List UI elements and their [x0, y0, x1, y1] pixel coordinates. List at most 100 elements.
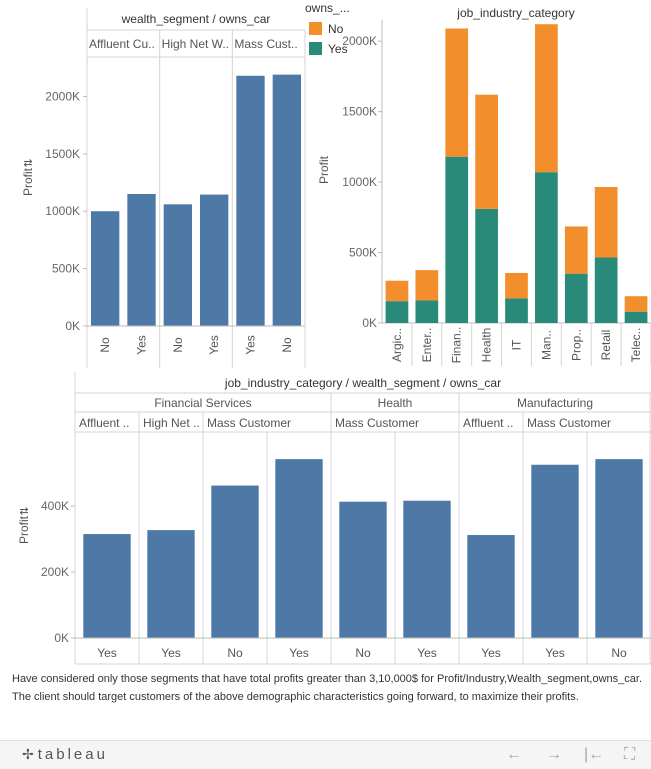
chart1-y-tick: 2000K — [45, 89, 80, 103]
chart3-segment-label: Affluent .. — [463, 416, 513, 430]
chart2-y-label: Profit — [317, 155, 331, 184]
chart1-bar[interactable] — [163, 204, 193, 326]
chart3-x-tick: Yes — [289, 646, 309, 660]
chart3-bar[interactable] — [595, 459, 643, 638]
chart2-bar-yes[interactable] — [505, 298, 528, 323]
chart2-bar-no[interactable] — [564, 226, 588, 274]
chart1-title: wealth_segment / owns_car — [121, 12, 271, 26]
chart2-y-tick: 1500K — [342, 105, 377, 119]
chart3-bar[interactable] — [147, 530, 195, 638]
chart1-y-tick: 1000K — [45, 204, 80, 218]
chart3-segment-label: Mass Customer — [335, 416, 419, 430]
chart3-segment-label: High Net .. — [143, 416, 200, 430]
tableau-logo-mark-icon: ✢ — [22, 746, 34, 762]
chart2-bar-no[interactable] — [535, 24, 558, 173]
chart2-y-tick: 1000K — [342, 175, 377, 189]
chart3-industry-label: Financial Services — [154, 396, 251, 410]
chart2-bar-yes[interactable] — [415, 300, 439, 323]
tableau-logo-text: tableau — [37, 746, 108, 763]
chart2-bar-yes[interactable] — [594, 257, 618, 323]
chart1-y-tick: 0K — [65, 319, 80, 333]
chart3-x-tick: No — [611, 646, 627, 660]
chart1-group-label: High Net W.. — [162, 37, 229, 51]
chart2-y-tick: 500K — [349, 246, 377, 260]
chart1-x-tick: No — [280, 337, 294, 353]
tableau-toolbar: ✢ tableau ← → |← ⛶ — [0, 740, 651, 769]
legend-swatch-yes[interactable] — [309, 42, 322, 55]
chart3-bar[interactable] — [275, 459, 323, 638]
chart2-bar-no[interactable] — [624, 296, 648, 312]
chart3-industry-label: Health — [378, 396, 413, 410]
chart2-bar-no[interactable] — [415, 270, 439, 301]
chart3-bar[interactable] — [339, 501, 387, 638]
chart1-bar[interactable] — [272, 74, 302, 326]
legend-swatch-no[interactable] — [309, 22, 322, 35]
chart3-bar[interactable] — [83, 534, 131, 638]
fullscreen-icon[interactable]: ⛶ — [624, 746, 636, 763]
chart2-x-tick: IT — [510, 339, 524, 350]
sort-icon: ⇅ — [19, 506, 31, 515]
chart2-bar-yes[interactable] — [535, 172, 558, 323]
chart2-x-tick: Prop.. — [569, 329, 583, 361]
chart3-x-tick: Yes — [97, 646, 117, 660]
chart3-bar[interactable] — [211, 485, 259, 638]
redo-icon[interactable]: → — [546, 746, 562, 763]
chart2-title: job_industry_category — [456, 6, 574, 20]
chart2-bar-yes[interactable] — [445, 156, 469, 323]
chart2-x-tick: Telec.. — [629, 328, 643, 363]
dashboard-note: Have considered only those segments that… — [12, 673, 643, 703]
chart3-y-label: Profit — [17, 515, 31, 544]
revert-icon[interactable]: |← — [584, 746, 605, 763]
dashboard-charts: wealth_segment / owns_car Affluent Cu.. No… — [17, 1, 651, 665]
chart1-x-tick: Yes — [135, 335, 149, 355]
chart3-x-tick: Yes — [545, 646, 565, 660]
chart3-segment-label: Affluent .. — [79, 416, 129, 430]
chart3-x-tick: Yes — [481, 646, 501, 660]
chart3-x-tick: Yes — [417, 646, 437, 660]
chart2-bar-yes[interactable] — [564, 273, 588, 323]
chart2-bar-yes[interactable] — [475, 208, 498, 323]
chart1-bar[interactable] — [127, 194, 156, 326]
chart1-bar[interactable] — [199, 194, 229, 326]
chart2-bar-no[interactable] — [594, 187, 618, 258]
undo-icon[interactable]: ← — [506, 746, 522, 763]
chart3-title: job_industry_category / wealth_segment /… — [224, 376, 501, 390]
chart3-bar[interactable] — [467, 535, 515, 638]
chart1-x-tick: No — [171, 337, 185, 353]
chart3-y-tick: 0K — [54, 631, 69, 645]
chart3-segment-label: Mass Customer — [207, 416, 291, 430]
chart1-bar[interactable] — [90, 211, 120, 326]
chart2-x-tick: Finan.. — [450, 327, 464, 364]
chart3-x-tick: No — [355, 646, 371, 660]
chart1-y-tick: 1500K — [45, 147, 80, 161]
tableau-logo[interactable]: ✢ tableau — [22, 746, 108, 763]
chart2-x-tick: Retail — [599, 330, 613, 361]
chart1-group-label: Affluent Cu.. — [89, 37, 155, 51]
chart1-x-tick: Yes — [244, 335, 258, 355]
chart3-x-tick: Yes — [161, 646, 181, 660]
chart1-y-label: Profit — [21, 167, 35, 196]
chart-wealth-segment: wealth_segment / owns_car Affluent Cu.. No… — [21, 8, 306, 368]
chart2-x-tick: Argic.. — [390, 328, 404, 362]
chart2-bar-yes[interactable] — [385, 301, 409, 323]
chart2-y-tick: 2000K — [342, 34, 377, 48]
chart2-bar-no[interactable] — [385, 280, 409, 302]
sort-icon: ⇅ — [23, 158, 35, 167]
legend-label: Yes — [328, 42, 348, 56]
chart3-y-tick: 200K — [41, 565, 69, 579]
chart2-bar-no[interactable] — [445, 28, 469, 157]
chart3-segment-label: Mass Customer — [527, 416, 611, 430]
chart2-x-tick: Enter.. — [420, 328, 434, 363]
chart3-industry-label: Manufacturing — [517, 396, 593, 410]
chart2-bar-no[interactable] — [505, 272, 528, 299]
chart3-x-tick: No — [227, 646, 243, 660]
chart2-bar-yes[interactable] — [624, 311, 648, 323]
chart1-y-tick: 500K — [52, 262, 80, 276]
chart2-bar-no[interactable] — [475, 94, 498, 209]
chart3-bar[interactable] — [531, 464, 579, 638]
chart2-x-tick: Health — [480, 328, 494, 363]
chart1-bar[interactable] — [236, 75, 265, 326]
legend-label: No — [328, 22, 344, 36]
chart3-bar[interactable] — [403, 500, 451, 638]
chart2-x-tick: Man.. — [539, 330, 553, 360]
